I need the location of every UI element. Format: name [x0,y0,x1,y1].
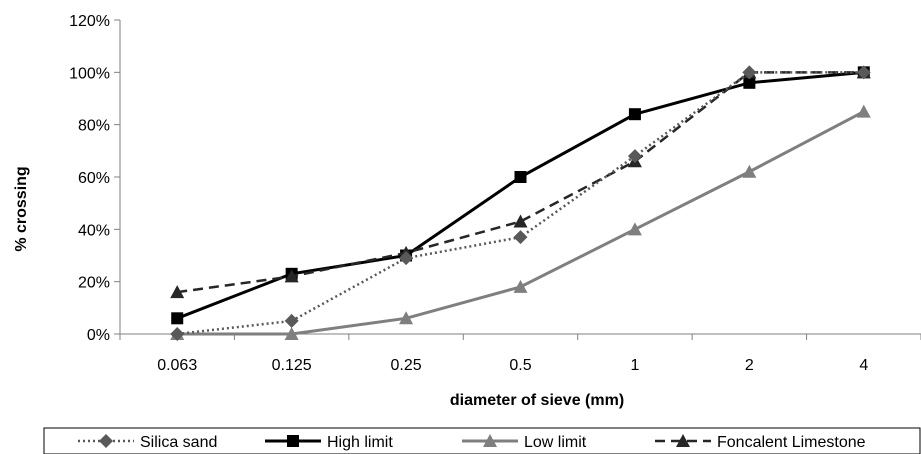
point-low-limit [627,222,642,236]
x-axis-title: diameter of sieve (mm) [450,392,624,409]
legend-item-foncalent-limestone: Foncalent Limestone [655,434,866,451]
point-foncalent-limestone [284,269,299,283]
point-low-limit [856,104,871,118]
y-tick-label: 40% [78,222,110,239]
legend-item-silica-sand: Silica sand [78,434,217,451]
legend-item-high-limit: High limit [265,434,393,451]
x-tick-label: 0.25 [391,357,422,374]
point-low-limit [399,311,414,325]
legend-label: Silica sand [140,434,217,451]
point-low-limit [284,327,299,340]
y-tick-label: 120% [69,13,110,30]
point-low-limit [513,279,528,293]
x-tick-label: 0.063 [157,357,197,374]
legend-marker [483,434,497,447]
y-tick-label: 20% [78,275,110,292]
y-tick-label: 60% [78,170,110,187]
legend: Silica sand High limit Low limit Foncalent … [43,427,921,454]
x-tick-label: 2 [745,357,754,374]
series-silica-sand [170,65,871,341]
x-tick-label: 0.125 [272,357,312,374]
y-axis-title: % crossing [13,166,30,251]
series-line-silica-sand [177,71,864,336]
legend-marker [99,434,113,448]
y-tick-label: 0% [87,327,110,344]
point-silica-sand [170,327,185,341]
legend-label: Foncalent Limestone [717,434,866,451]
point-silica-sand [742,65,757,80]
point-foncalent-limestone [513,214,528,228]
legend-marker [676,434,690,447]
x-tick-label: 4 [859,357,868,374]
legend-marker [287,435,299,447]
point-high-limit [171,312,184,325]
point-low-limit [742,164,757,178]
legend-label: High limit [327,434,393,451]
point-high-limit [514,171,527,183]
point-high-limit [628,108,641,121]
point-silica-sand [856,65,871,80]
series-layer [170,65,871,341]
point-silica-sand [399,251,414,266]
legend-item-low-limit: Low limit [462,434,587,451]
x-tick-label: 1 [630,357,639,374]
point-silica-sand [627,149,642,164]
point-silica-sand [284,313,299,328]
legend-label: Low limit [524,434,587,451]
point-high-limit [743,76,756,89]
point-foncalent-limestone [170,285,185,299]
y-tick-label: 100% [69,65,110,82]
point-silica-sand [513,230,528,245]
axes: 0% 20% 40% 60% 80% 100% 120% 0.063 0.125 0.25 0.5 1… [69,13,921,374]
y-tick-label: 80% [78,118,110,135]
x-tick-label: 0.5 [509,357,531,374]
